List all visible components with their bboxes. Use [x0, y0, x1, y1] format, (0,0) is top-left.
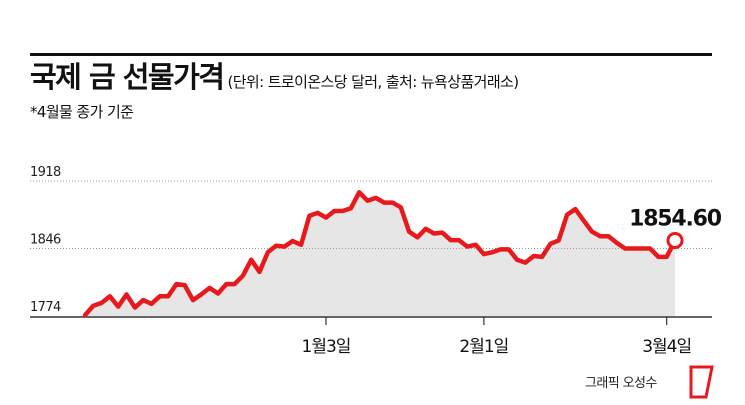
graphic-credit: 그래픽 오성수: [585, 376, 657, 391]
newspaper-logo-icon: [689, 365, 714, 399]
price-line: [82, 190, 678, 318]
unit-note: (단위: 트로이온스당 달러, 출처: 뉴욕상품거래소): [227, 73, 519, 91]
price-area: [85, 192, 675, 316]
chart-title: 국제 금 선물가격 (단위: 트로이온스당 달러, 출처: 뉴욕상품거래소): [30, 60, 519, 99]
x-tick-label: 1월3일: [302, 337, 351, 357]
x-tick-label: 3월4일: [642, 337, 691, 357]
y-tick-label-1918: 1918: [30, 165, 61, 180]
last-value-label: 1854.60: [629, 206, 722, 231]
last-value-marker: [666, 231, 684, 249]
top-rule: [30, 53, 712, 56]
title-text: 국제 금 선물가격: [30, 60, 225, 94]
y-tick-label-1846: 1846: [30, 233, 61, 248]
x-tick-label: 2월1일: [459, 337, 508, 357]
chart-subtitle: *4월물 종가 기준: [30, 103, 134, 121]
y-tick-label-1774: 1774: [30, 300, 61, 315]
